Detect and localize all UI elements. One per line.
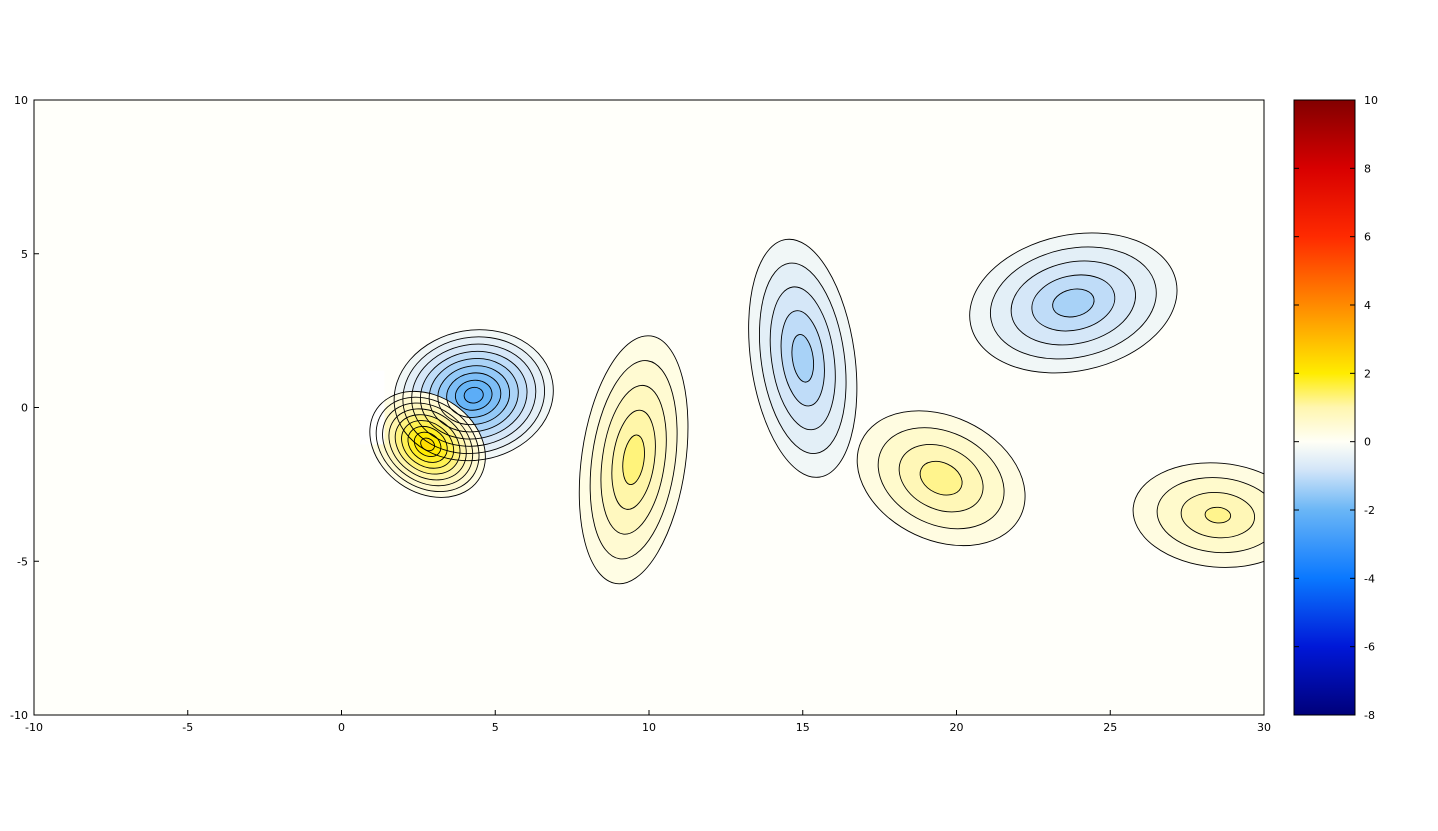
y-axis: 10 5 0 -5 -10 <box>10 94 39 722</box>
colorbar-tick-label-2: 6 <box>1364 231 1371 244</box>
vortex-fill-3-4 <box>791 334 814 383</box>
colorbar-tick-label-9: -8 <box>1364 709 1375 722</box>
x-tick-label-3: 5 <box>492 721 499 734</box>
colorbar <box>1293 99 1356 716</box>
x-axis: -10 -5 0 5 10 15 20 25 30 <box>25 710 1271 734</box>
contour-line-0-4 <box>428 358 519 433</box>
vortex-fill-1-8 <box>420 438 435 451</box>
contour-line-1-7 <box>413 431 442 458</box>
contour-line-2-2 <box>600 384 667 535</box>
contour-line-6-3 <box>1204 506 1232 524</box>
y-tick-label-3: -5 <box>17 555 28 568</box>
x-tick-label-8: 30 <box>1257 721 1271 734</box>
colorbar-tick-label-8: -6 <box>1364 641 1375 654</box>
contour-line-3-4 <box>791 334 815 383</box>
contour-line-3-1 <box>758 262 847 454</box>
contour-line-2-3 <box>611 409 656 510</box>
contour-line-5-3 <box>1031 274 1116 332</box>
colorbar-tick-label-7: -4 <box>1364 572 1375 585</box>
contour-line-3-0 <box>748 238 858 478</box>
colorbar-tick-label-6: -2 <box>1364 504 1375 517</box>
x-tick-label-6: 20 <box>950 721 964 734</box>
contour-line-4-1 <box>877 427 1005 530</box>
y-tick-label-4: -10 <box>10 709 28 722</box>
x-tick-label-0: -10 <box>25 721 43 734</box>
contour-line-0-8 <box>463 386 484 404</box>
colorbar-tick-label-5: 0 <box>1364 436 1371 449</box>
vortex-fill-2-4 <box>622 434 645 485</box>
x-tick-label-7: 25 <box>1103 721 1117 734</box>
colorbar-axis: 10 8 6 4 2 0 -2 -4 -6 -8 <box>1294 94 1378 722</box>
vortex-fill-4-3 <box>920 461 963 496</box>
contour-line-1-8 <box>420 437 435 452</box>
colorbar-tick-label-0: 10 <box>1364 94 1378 107</box>
contour-line-6-0 <box>1132 462 1264 568</box>
x-tick-label-4: 10 <box>642 721 656 734</box>
y-tick-label-1: 5 <box>21 248 28 261</box>
contour-line-1-2 <box>382 402 474 487</box>
contour-line-4-3 <box>919 460 963 496</box>
contour-line-4-2 <box>898 444 984 513</box>
contour-line-3-2 <box>769 286 836 431</box>
contour-line-3-3 <box>780 310 825 407</box>
contour-line-4-0 <box>856 410 1026 547</box>
contour-line-1-4 <box>394 414 461 475</box>
colorbar-tick-label-3: 4 <box>1364 299 1371 312</box>
x-tick-label-2: 0 <box>338 721 345 734</box>
contour-line-5-2 <box>1010 260 1137 346</box>
contour-line-0-1 <box>402 336 546 454</box>
x-tick-label-5: 15 <box>796 721 810 734</box>
contour-line-1-1 <box>375 396 480 493</box>
contour-line-6-1 <box>1156 477 1264 554</box>
contour-line-1-3 <box>388 408 467 481</box>
contour-lines <box>369 232 1264 585</box>
contour-line-1-6 <box>407 425 448 463</box>
contour-line-5-1 <box>989 246 1157 360</box>
y-tick-label-2: 0 <box>21 402 28 415</box>
contour-line-2-1 <box>589 360 678 560</box>
contour-line-2-4 <box>622 434 645 486</box>
contour-line-5-0 <box>969 232 1178 374</box>
contour-line-0-7 <box>454 379 493 411</box>
vortex-fill-0-8 <box>464 387 484 404</box>
contour-line-5-4 <box>1052 288 1095 318</box>
colorbar-tick-label-4: 2 <box>1364 367 1371 380</box>
x-tick-label-1: -5 <box>182 721 193 734</box>
y-tick-label-0: 10 <box>14 94 28 107</box>
vorticity-fills <box>359 232 1264 584</box>
contour-line-6-2 <box>1180 492 1256 539</box>
contour-line-0-2 <box>411 343 537 447</box>
vortex-fill-6-3 <box>1205 507 1231 523</box>
colorbar-tick-label-1: 8 <box>1364 162 1371 175</box>
contour-line-1-5 <box>401 420 455 469</box>
contour-line-2-0 <box>578 335 689 585</box>
cylinder-body <box>359 370 385 445</box>
vortex-fill-5-4 <box>1052 288 1095 317</box>
contour-line-1-0 <box>369 390 486 498</box>
